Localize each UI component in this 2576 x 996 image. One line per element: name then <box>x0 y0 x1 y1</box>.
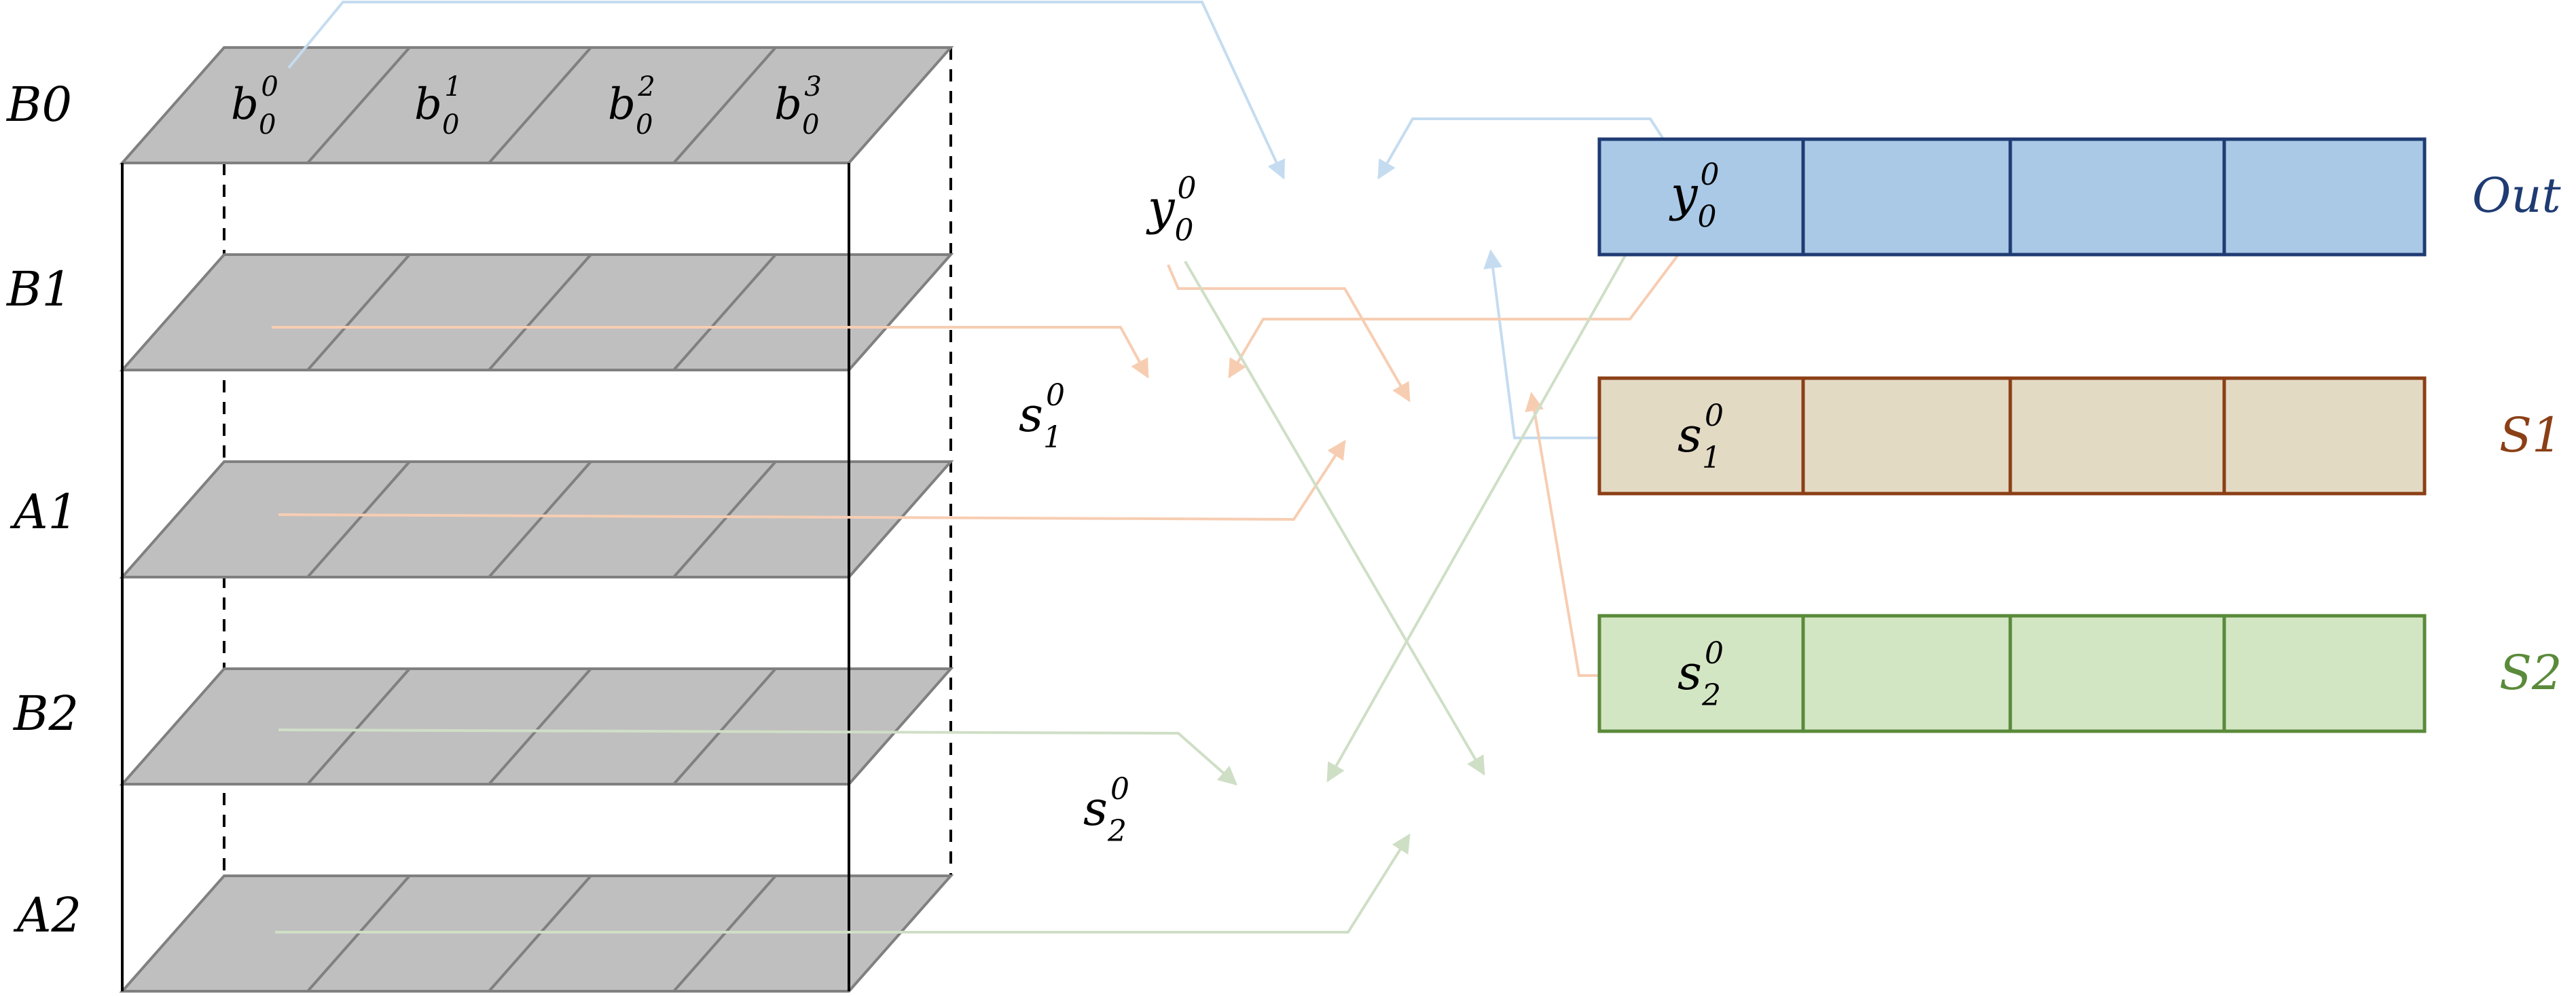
plane-b1 <box>119 253 954 371</box>
plane-a1-divider <box>488 460 592 578</box>
b0-cell-labels: b00 b01 b02 b03 <box>231 71 822 141</box>
b0-cell-label: b01 <box>414 71 462 141</box>
plane-stack <box>119 46 954 993</box>
layer-label-b0: B0 <box>5 77 72 132</box>
plane-a1-surface <box>119 460 954 578</box>
plane-a1-divider <box>672 460 777 578</box>
flow-green-b2-to-s2 <box>278 728 1238 786</box>
plane-b0 <box>119 46 954 164</box>
flow-green-out-to-s2 <box>1326 217 1648 783</box>
flow-orange-a1-to-s1 <box>278 439 1346 521</box>
layer-label-b2: B2 <box>12 686 79 741</box>
flow-orange-y-to-s1 <box>1167 264 1411 403</box>
plane-b0-divider <box>488 46 592 164</box>
plane-b1-divider <box>488 253 592 371</box>
plane-b0-divider <box>306 46 411 164</box>
plane-a1-divider <box>306 460 411 578</box>
b0-cell-label: b00 <box>231 71 278 141</box>
layer-labels: B0 B1 A1 B2 A2 <box>5 77 81 943</box>
plane-b1-surface <box>119 253 954 371</box>
flow-orange-out-to-s1 <box>1228 223 1703 379</box>
plane-b2-divider <box>306 667 411 786</box>
layer-label-a1: A1 <box>10 484 78 540</box>
flow-blue-b0-to-y <box>287 0 1286 180</box>
buffer-s1: s10 S1 <box>1597 376 2562 496</box>
buffer-s1-cell-label: s10 <box>1677 399 1724 475</box>
buffer-out-label: Out <box>2472 168 2561 223</box>
buffer-s2-label: S2 <box>2499 645 2562 701</box>
plane-a1 <box>119 460 954 578</box>
flow-green-a2-to-s2 <box>275 833 1411 934</box>
middle-s1-label: s10 <box>1019 378 1065 455</box>
middle-y-label: y00 <box>1146 171 1197 248</box>
buffer-s2: s20 S2 <box>1597 614 2562 733</box>
buffer-out: y00 Out <box>1597 137 2561 257</box>
plane-b1-divider <box>672 253 777 371</box>
flow-orange-b1-to-s1 <box>272 326 1149 379</box>
plane-b1-divider <box>306 253 411 371</box>
plane-b2-surface <box>119 667 954 786</box>
flow-green-y-to-s2 <box>1184 260 1485 776</box>
plane-b0-divider <box>672 46 777 164</box>
plane-b2 <box>119 667 954 786</box>
layer-label-b1: B1 <box>5 261 72 317</box>
plane-b0-surface <box>119 46 954 164</box>
middle-s2-label: s20 <box>1083 772 1129 849</box>
plane-b2-divider <box>672 667 777 786</box>
b0-cell-label: b02 <box>608 71 655 141</box>
buffer-s2-cell-label: s20 <box>1677 636 1724 713</box>
plane-b2-divider <box>488 667 592 786</box>
buffer-out-cell-label: y00 <box>1669 158 1720 234</box>
b0-cell-label: b03 <box>774 71 822 141</box>
layer-label-a2: A2 <box>13 887 81 943</box>
buffer-s1-label: S1 <box>2499 407 2562 463</box>
middle-labels: y00 s10 s20 <box>1019 171 1197 849</box>
